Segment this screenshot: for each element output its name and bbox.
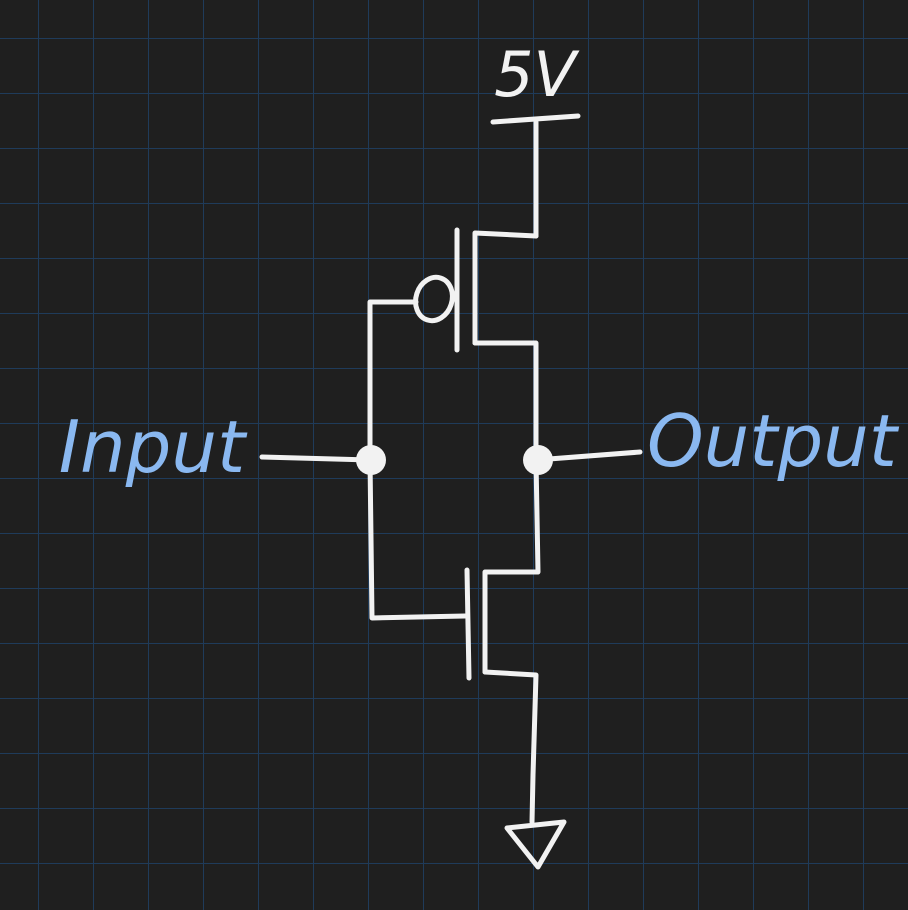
input-junction bbox=[356, 445, 386, 475]
pmos-source-lead bbox=[472, 230, 539, 251]
pmos-drain-lead bbox=[472, 340, 539, 463]
input-lead bbox=[259, 454, 373, 463]
pmos-gate-bubble bbox=[413, 274, 455, 324]
circuit-wires bbox=[259, 113, 643, 870]
supply-rail bbox=[490, 113, 581, 125]
nmos-source-lead bbox=[482, 669, 539, 825]
nmos-gate-plate bbox=[464, 567, 472, 681]
output-junction bbox=[523, 445, 553, 475]
output-label: Output bbox=[647, 399, 900, 483]
input-label: Input bbox=[59, 405, 248, 489]
ground-symbol bbox=[504, 819, 567, 870]
nmos-drain-lead bbox=[482, 457, 541, 589]
pmos-gate-wire bbox=[367, 299, 419, 463]
nmos-gate-wire bbox=[367, 457, 468, 621]
output-lead bbox=[533, 449, 643, 463]
supply-label: 5V bbox=[494, 38, 580, 111]
